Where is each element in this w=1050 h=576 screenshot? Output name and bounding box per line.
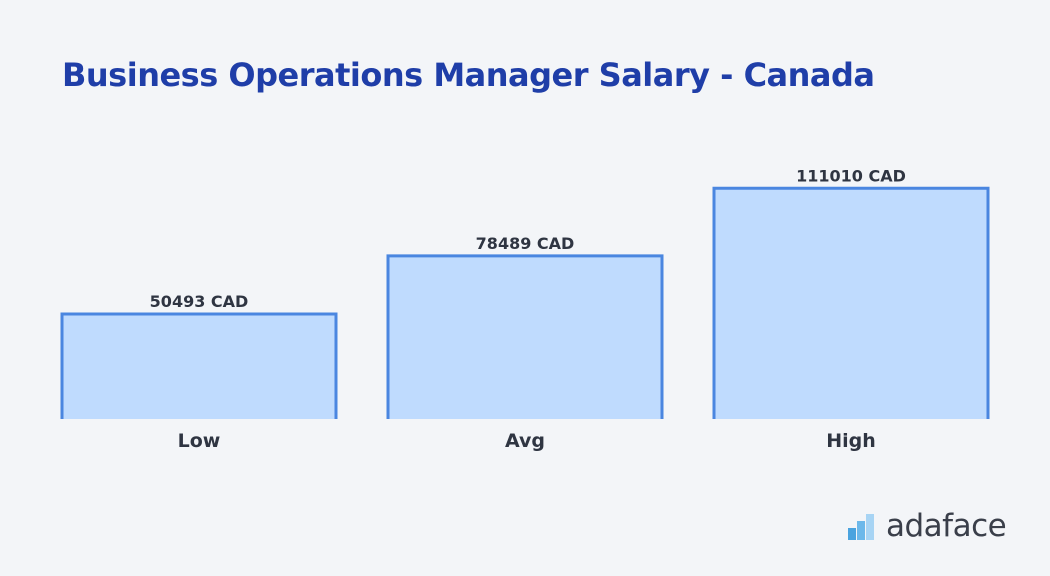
brand-logo: adaface [848,506,1007,546]
value-label-low: 50493 CAD [150,292,249,311]
brand-name: adaface [886,508,1007,544]
value-label-avg: 78489 CAD [476,234,575,253]
bar-outline-high [712,186,990,419]
value-label-high: 111010 CAD [796,166,906,185]
category-label-low: Low [178,430,221,452]
bar-high [714,188,988,419]
bar-avg [388,255,662,419]
bar-outline-low [60,312,338,419]
bar-steps-logo-icon [848,514,874,540]
chart-title: Business Operations Manager Salary - Can… [62,56,875,94]
bar-low [62,314,336,419]
bar-outline-avg [386,254,664,419]
category-label-high: High [826,430,876,452]
category-label-avg: Avg [505,430,545,452]
